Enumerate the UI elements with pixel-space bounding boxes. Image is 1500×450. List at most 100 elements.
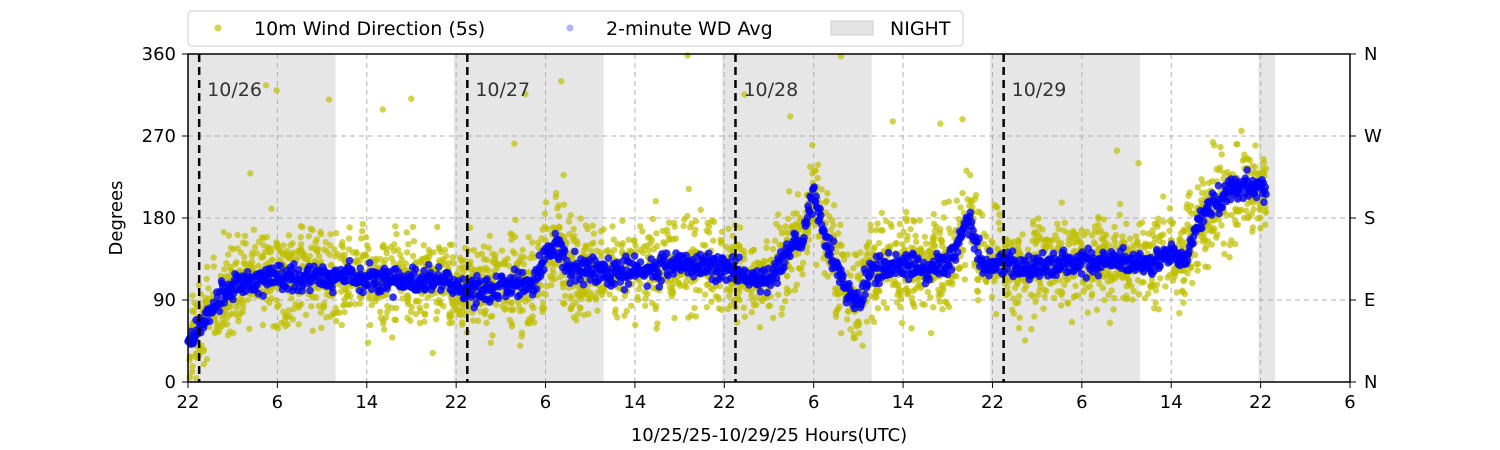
scatter-point	[345, 235, 353, 242]
scatter-point	[857, 249, 864, 256]
scatter-point	[1135, 291, 1143, 298]
avg-point	[1136, 249, 1144, 258]
scatter-point	[1004, 242, 1011, 250]
scatter-point	[783, 290, 791, 297]
scatter-point	[832, 285, 839, 292]
scatter-point	[863, 318, 871, 325]
scatter-point	[341, 308, 348, 316]
scatter-point	[211, 329, 218, 337]
scatter-point	[681, 216, 688, 223]
scatter-point	[525, 233, 532, 241]
scatter-point	[1023, 282, 1030, 290]
scatter-point	[492, 301, 500, 308]
scatter-point	[832, 309, 840, 317]
scatter-point	[1150, 232, 1157, 239]
scatter-point	[239, 309, 246, 316]
scatter-point	[1189, 279, 1196, 287]
avg-point	[839, 272, 847, 280]
scatter-point	[898, 319, 906, 327]
scatter-point	[1072, 292, 1079, 300]
scatter-point	[598, 253, 605, 260]
scatter-point	[619, 217, 626, 224]
scatter-point	[830, 222, 837, 229]
scatter-point	[1060, 227, 1067, 234]
x-tick-label: 22	[445, 392, 468, 413]
scatter-point	[480, 243, 488, 250]
scatter-point	[1168, 220, 1176, 228]
scatter-point	[585, 310, 592, 318]
scatter-point	[575, 310, 582, 318]
scatter-point	[809, 141, 816, 149]
legend-avg-label: 2-minute WD Avg	[606, 18, 773, 40]
scatter-point	[904, 232, 911, 240]
scatter-point	[930, 220, 938, 228]
scatter-point	[227, 244, 235, 252]
avg-point	[259, 292, 267, 300]
scatter-point	[327, 231, 334, 238]
scatter-point	[353, 248, 360, 256]
scatter-point	[487, 313, 494, 320]
scatter-point	[339, 244, 347, 251]
scatter-point	[586, 295, 593, 303]
scatter-point	[1139, 229, 1147, 236]
avg-point	[1008, 247, 1017, 255]
scatter-point	[443, 252, 450, 260]
scatter-point	[912, 238, 920, 246]
scatter-point	[1123, 283, 1130, 290]
scatter-point	[508, 320, 515, 327]
scatter-point	[1140, 279, 1147, 286]
scatter-point	[398, 256, 406, 264]
avg-point	[507, 287, 516, 295]
scatter-point	[653, 230, 660, 237]
scatter-point	[560, 171, 567, 179]
scatter-point	[362, 234, 370, 241]
avg-point	[1226, 195, 1235, 204]
scatter-point	[1148, 276, 1156, 284]
scatter-point	[382, 256, 389, 264]
scatter-point	[485, 244, 493, 252]
scatter-point	[1123, 220, 1130, 227]
scatter-point	[424, 255, 431, 262]
scatter-point	[519, 246, 526, 253]
scatter-point	[1012, 284, 1019, 291]
avg-point	[655, 283, 664, 291]
scatter-point	[927, 294, 934, 301]
scatter-point	[1193, 260, 1200, 268]
scatter-point	[868, 314, 876, 321]
scatter-point	[612, 306, 619, 313]
scatter-point	[895, 286, 902, 293]
y-right-tick-label: W	[1364, 126, 1382, 147]
scatter-point	[332, 252, 339, 260]
avg-point	[620, 286, 629, 294]
avg-point	[958, 231, 967, 240]
scatter-point	[1250, 168, 1258, 176]
scatter-point	[879, 227, 886, 234]
scatter-point	[1024, 246, 1032, 253]
scatter-point	[691, 304, 698, 312]
scatter-point	[261, 248, 269, 255]
scatter-point	[1108, 287, 1115, 294]
scatter-point	[273, 296, 280, 304]
scatter-point	[916, 217, 924, 224]
scatter-point	[604, 246, 612, 254]
scatter-point	[1134, 277, 1142, 284]
avg-point	[791, 230, 800, 239]
avg-point	[540, 265, 548, 274]
avg-point	[875, 279, 883, 288]
scatter-point	[771, 237, 779, 244]
scatter-point	[665, 219, 673, 226]
scatter-point	[486, 232, 494, 240]
scatter-point	[379, 106, 387, 113]
scatter-point	[399, 295, 406, 302]
scatter-point	[318, 324, 325, 332]
scatter-point	[469, 317, 477, 324]
scatter-point	[909, 300, 917, 307]
scatter-point	[278, 319, 285, 327]
scatter-point	[297, 245, 305, 252]
scatter-point	[938, 281, 946, 289]
scatter-point	[338, 321, 345, 329]
avg-point	[1242, 176, 1251, 185]
scatter-point	[778, 305, 786, 312]
y-tick-label: 360	[142, 44, 176, 65]
scatter-point	[1221, 250, 1228, 258]
